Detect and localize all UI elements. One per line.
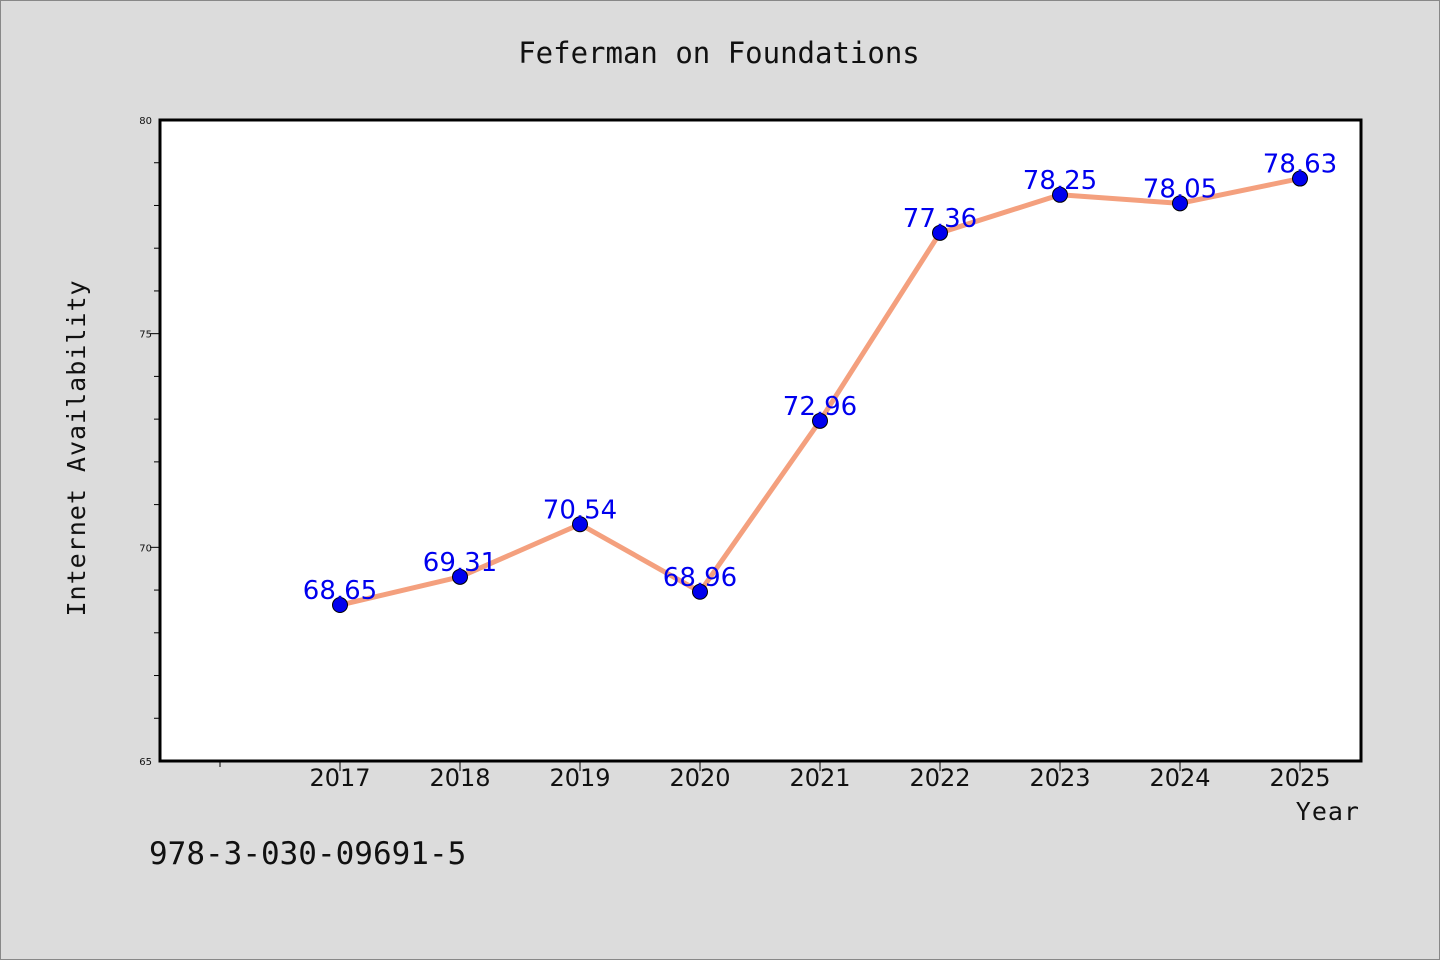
x-tick-label: 2021	[789, 764, 850, 792]
data-label: 69.31	[423, 548, 497, 578]
data-point	[332, 597, 348, 614]
data-label: 77.36	[903, 204, 977, 234]
data-point	[692, 583, 708, 600]
y-tick-label: 70	[139, 543, 152, 554]
x-axis: 2017 2018 2019 2020 2021 2022 2023 2024 2025	[219, 761, 1331, 792]
data-label: 78.05	[1143, 174, 1217, 204]
x-tick-label: 2019	[549, 764, 610, 792]
plot-area	[158, 118, 1363, 763]
data-labels: 68.65 69.31 70.54 68.96 72.96 77.36 78.25 78.05…	[303, 150, 1337, 606]
chart-title: Feferman on Foundations	[518, 36, 920, 70]
data-label: 68.65	[303, 576, 377, 606]
data-label: 72.96	[783, 392, 857, 422]
data-label: 78.25	[1023, 166, 1097, 196]
x-tick-label: 2020	[669, 764, 730, 792]
x-tick-label: 2023	[1029, 764, 1090, 792]
isbn-footnote: 978-3-030-09691-5	[149, 836, 466, 872]
data-point	[1292, 170, 1308, 187]
data-label: 78.63	[1263, 150, 1337, 180]
data-point	[452, 568, 468, 585]
x-axis-label: Year	[1296, 797, 1360, 826]
y-axis: 65 70 75 80	[139, 116, 160, 768]
data-point	[1052, 186, 1068, 203]
data-point	[1172, 195, 1188, 212]
series-markers	[332, 170, 1308, 614]
data-point	[812, 412, 828, 429]
data-point	[932, 224, 948, 241]
x-tick-label: 2018	[429, 764, 490, 792]
y-axis-label: Internet Availability	[62, 279, 91, 616]
x-tick-label: 2017	[309, 764, 370, 792]
data-point	[572, 516, 588, 533]
y-tick-label: 80	[139, 116, 152, 127]
data-label: 70.54	[543, 495, 617, 525]
x-tick-label: 2022	[909, 764, 970, 792]
y-tick-label: 75	[139, 330, 152, 341]
x-tick-label: 2024	[1149, 764, 1210, 792]
x-tick-label: 2025	[1269, 764, 1330, 792]
y-tick-label: 65	[139, 757, 152, 768]
data-label: 68.96	[663, 563, 737, 593]
